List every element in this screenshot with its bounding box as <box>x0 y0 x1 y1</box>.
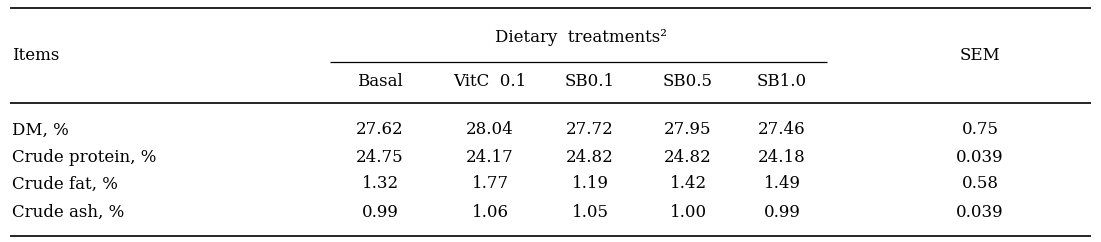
Text: SB1.0: SB1.0 <box>757 74 807 91</box>
Text: 0.58: 0.58 <box>961 175 999 192</box>
Text: Crude protein, %: Crude protein, % <box>12 149 156 166</box>
Text: Crude fat, %: Crude fat, % <box>12 175 118 192</box>
Text: 27.95: 27.95 <box>664 121 711 138</box>
Text: DM, %: DM, % <box>12 121 68 138</box>
Text: 0.039: 0.039 <box>956 149 1004 166</box>
Text: SB0.1: SB0.1 <box>565 74 615 91</box>
Text: Dietary  treatments²: Dietary treatments² <box>495 30 667 46</box>
Text: 0.75: 0.75 <box>961 121 999 138</box>
Text: 24.17: 24.17 <box>466 149 514 166</box>
Text: 1.32: 1.32 <box>361 175 399 192</box>
Text: SB0.5: SB0.5 <box>663 74 713 91</box>
Text: 0.039: 0.039 <box>956 204 1004 220</box>
Text: 24.82: 24.82 <box>664 149 712 166</box>
Text: 0.99: 0.99 <box>361 204 399 220</box>
Text: 28.04: 28.04 <box>466 121 514 138</box>
Text: 24.75: 24.75 <box>357 149 404 166</box>
Text: 1.05: 1.05 <box>571 204 609 220</box>
Text: VitC  0.1: VitC 0.1 <box>454 74 526 91</box>
Text: 1.19: 1.19 <box>571 175 609 192</box>
Text: 27.62: 27.62 <box>357 121 404 138</box>
Text: 27.46: 27.46 <box>759 121 806 138</box>
Text: 1.49: 1.49 <box>763 175 800 192</box>
Text: SEM: SEM <box>960 47 1001 64</box>
Text: 1.00: 1.00 <box>669 204 707 220</box>
Text: Basal: Basal <box>357 74 403 91</box>
Text: 1.77: 1.77 <box>471 175 509 192</box>
Text: Crude ash, %: Crude ash, % <box>12 204 124 220</box>
Text: 24.18: 24.18 <box>759 149 806 166</box>
Text: 24.82: 24.82 <box>566 149 614 166</box>
Text: 1.42: 1.42 <box>669 175 707 192</box>
Text: 27.72: 27.72 <box>566 121 614 138</box>
Text: 0.99: 0.99 <box>764 204 800 220</box>
Text: Items: Items <box>12 47 59 64</box>
Text: 1.06: 1.06 <box>471 204 509 220</box>
